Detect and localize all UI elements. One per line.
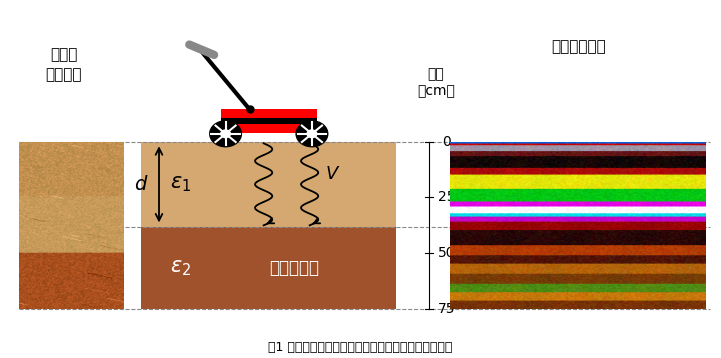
Text: $\varepsilon_1$: $\varepsilon_1$ — [170, 174, 191, 194]
Text: 実際の
土壌断面: 実際の 土壌断面 — [45, 48, 82, 82]
Bar — [141, 141, 397, 227]
Text: 鉄石固結層: 鉄石固結層 — [270, 259, 319, 277]
Ellipse shape — [296, 121, 328, 147]
Text: 75: 75 — [438, 302, 456, 316]
Bar — [221, 109, 317, 132]
Text: 深度
（cm）: 深度 （cm） — [417, 67, 455, 98]
Text: スキャン画像: スキャン画像 — [551, 39, 606, 54]
Ellipse shape — [220, 129, 231, 138]
Text: $\varepsilon_2$: $\varepsilon_2$ — [170, 258, 191, 278]
Text: 0: 0 — [443, 135, 451, 149]
Text: 図1 地中レーダーによる鉄石固結層の検出（模式図）: 図1 地中レーダーによる鉄石固結層の検出（模式図） — [268, 341, 453, 354]
Text: $V$: $V$ — [325, 165, 340, 183]
Text: $d$: $d$ — [134, 175, 149, 194]
Ellipse shape — [306, 129, 317, 138]
Bar — [141, 227, 397, 309]
Bar — [221, 118, 317, 124]
Text: 25: 25 — [438, 190, 456, 204]
Ellipse shape — [210, 121, 242, 147]
Text: 50: 50 — [438, 246, 456, 260]
